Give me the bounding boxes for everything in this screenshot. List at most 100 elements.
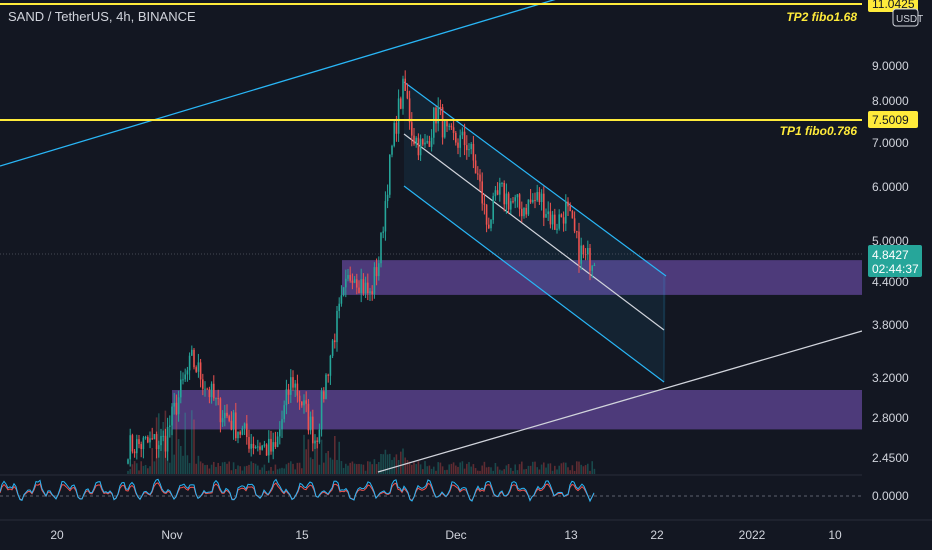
- candle-body: [325, 374, 327, 399]
- candle-body: [303, 400, 305, 406]
- volume-bar: [375, 464, 378, 474]
- volume-bar: [545, 467, 547, 474]
- candle-body: [193, 349, 195, 368]
- candle-body: [534, 199, 536, 201]
- volume-bar: [514, 464, 516, 474]
- trendlines[interactable]: [0, 0, 863, 473]
- volume-bar: [338, 441, 340, 474]
- candle-body: [296, 383, 299, 396]
- descending-channel[interactable]: [403, 81, 667, 383]
- candle-body: [378, 263, 380, 277]
- volume-bar: [521, 461, 523, 474]
- zone-1: [342, 260, 863, 295]
- candle-body: [551, 214, 554, 225]
- volume-bar: [325, 453, 327, 474]
- candle-body: [490, 219, 492, 229]
- candle-body: [422, 139, 424, 145]
- volume-bar: [221, 462, 224, 474]
- time-tick-label: Dec: [445, 528, 466, 542]
- candle-body: [375, 267, 378, 277]
- candle-body: [404, 78, 406, 91]
- volume-bar: [127, 470, 129, 474]
- price-axis[interactable]: 9.0000 8.0000 7.0000 6.0000 5.0000 4.4000 3.80…: [862, 0, 932, 550]
- symbol-title[interactable]: SAND / TetherUS: [8, 9, 109, 24]
- volume-bar: [320, 439, 323, 474]
- candle-body: [147, 437, 149, 443]
- candle-body: [525, 207, 527, 215]
- candle-body: [263, 444, 266, 446]
- candle-body: [576, 231, 578, 233]
- volume-bar: [314, 441, 316, 474]
- candle-body: [455, 132, 457, 143]
- volume-bar: [151, 447, 153, 474]
- candle-body: [571, 211, 574, 219]
- volume-bar: [534, 461, 536, 474]
- candle-body: [488, 224, 490, 229]
- candle-body: [305, 400, 307, 404]
- candle-body: [538, 192, 541, 202]
- candle-body: [503, 182, 505, 205]
- fib-line-label: TP2 fibo1.68: [786, 10, 857, 24]
- candle-body: [439, 107, 442, 109]
- volume-bar: [298, 462, 301, 474]
- volume-bar: [243, 466, 246, 474]
- candle-body: [501, 182, 503, 184]
- volume-bar: [276, 469, 279, 474]
- candle-body: [430, 137, 433, 147]
- volume-bar: [296, 462, 299, 474]
- candle-body: [474, 160, 477, 174]
- candle-body: [279, 429, 281, 437]
- volume-bar: [554, 465, 556, 474]
- fib-price-tag: [868, 111, 918, 128]
- volume-bar: [303, 434, 305, 474]
- candle-body: [529, 199, 532, 203]
- candle-body: [327, 374, 329, 376]
- volume-bar: [483, 461, 486, 474]
- volume-bar: [532, 461, 534, 474]
- volume-bar: [345, 463, 347, 474]
- candle-body: [426, 141, 428, 143]
- volume-bar: [501, 470, 503, 474]
- candle-body: [136, 439, 138, 454]
- time-axis[interactable]: 20 Nov 15 Dec 13 22 2022 10: [0, 519, 932, 550]
- time-tick-label: Nov: [161, 528, 182, 542]
- volume-bar: [193, 419, 195, 474]
- candle-body: [558, 214, 560, 229]
- candle-body: [166, 426, 169, 452]
- price-tick-label: 4.4000: [872, 275, 909, 289]
- candle-body: [356, 279, 358, 288]
- candle-body: [435, 107, 437, 124]
- candle-body: [307, 403, 310, 431]
- candle-body: [391, 145, 393, 155]
- candle-body: [272, 442, 274, 452]
- price-tick-label: 7.0000: [872, 136, 909, 150]
- candle-body: [292, 377, 294, 388]
- candle-body: [556, 228, 558, 230]
- volume-bar: [589, 470, 591, 474]
- volume-bar: [307, 439, 310, 474]
- candle-body: [496, 190, 499, 195]
- volume-bar: [411, 464, 413, 474]
- volume-bar: [422, 469, 424, 474]
- candle-body: [290, 377, 292, 395]
- volume-bar: [182, 455, 184, 474]
- volume-bar: [558, 465, 560, 474]
- fib-target-lines[interactable]: TP2 fibo1.68 TP1 fibo0.786: [0, 3, 862, 138]
- volume-bar: [213, 461, 215, 474]
- oscillator-pane: [0, 474, 932, 503]
- volume-bar: [248, 464, 250, 474]
- volume-bar: [446, 469, 448, 474]
- volume-bar: [347, 465, 349, 474]
- candle-body: [545, 214, 547, 218]
- candle-body: [309, 416, 312, 431]
- volume-bar: [466, 463, 468, 474]
- volume-bar: [584, 465, 587, 474]
- volume-bar: [133, 461, 136, 474]
- oscillator-tick-label: 0.0000: [872, 489, 909, 503]
- candle-body: [512, 201, 514, 203]
- candle-body: [441, 107, 444, 138]
- interval-label[interactable]: 4h: [109, 9, 131, 24]
- volume-bar: [351, 461, 354, 474]
- volume-bar: [129, 469, 131, 474]
